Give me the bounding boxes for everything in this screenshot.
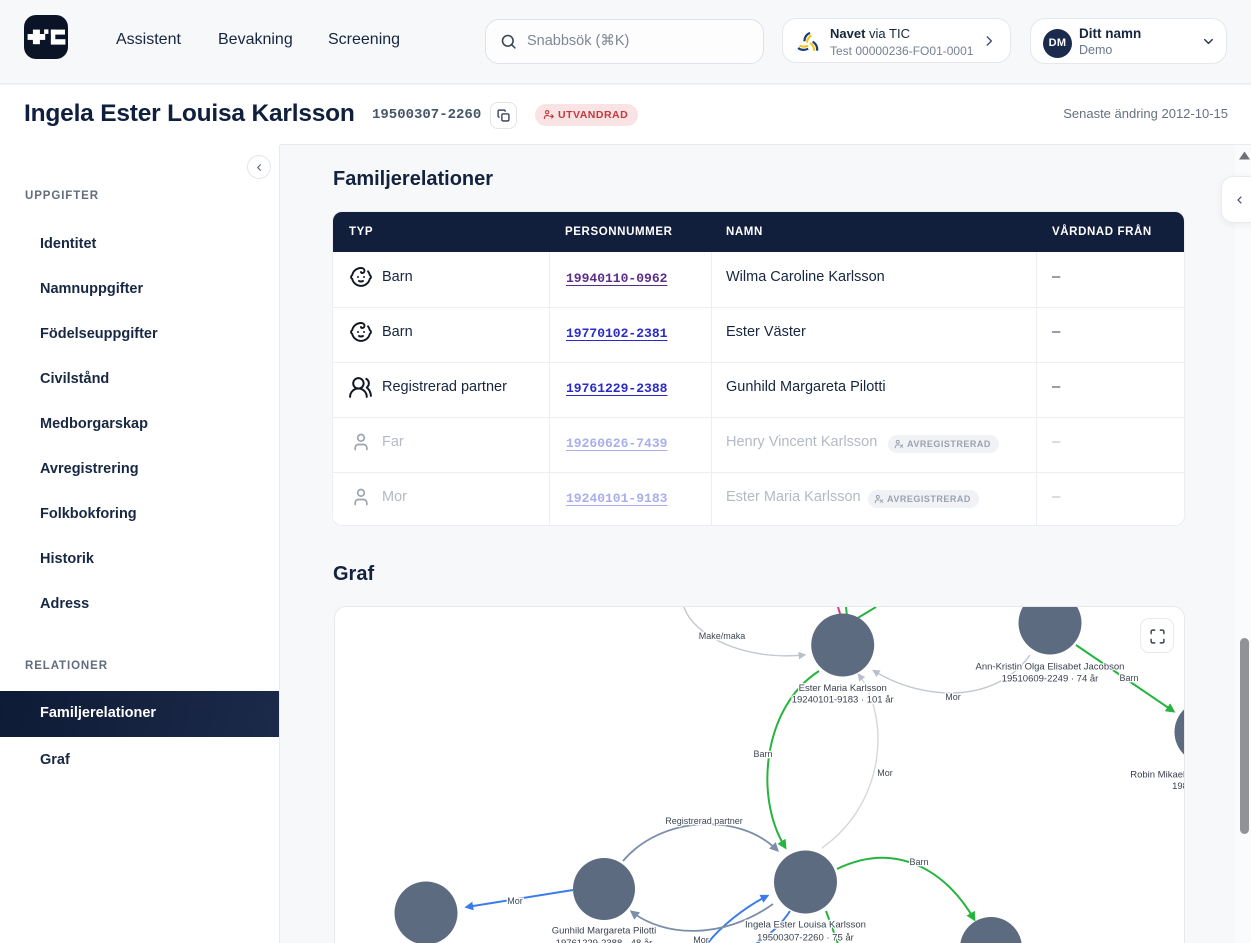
svg-text:Barn: Barn bbox=[753, 749, 772, 759]
svg-text:Gunhild Margareta Pilotti: Gunhild Margareta Pilotti bbox=[552, 926, 657, 937]
svg-text:19500307-2260 · 75 år: 19500307-2260 · 75 år bbox=[757, 933, 854, 943]
svg-text:Mor: Mor bbox=[945, 692, 961, 702]
svg-text:Mor: Mor bbox=[877, 768, 893, 778]
svg-text:19761229-2388 · 48 år: 19761229-2388 · 48 år bbox=[556, 938, 653, 943]
svg-text:Mor: Mor bbox=[507, 896, 523, 906]
svg-text:Ester Maria Karlsson: Ester Maria Karlsson bbox=[799, 683, 887, 694]
svg-text:Ann-Kristin Olga Elisabet Jaco: Ann-Kristin Olga Elisabet Jacobson bbox=[976, 662, 1125, 673]
svg-text:Ingela Ester Louisa Karlsson: Ingela Ester Louisa Karlsson bbox=[745, 920, 866, 931]
svg-text:Barn: Barn bbox=[909, 857, 928, 867]
svg-text:Barn: Barn bbox=[1119, 673, 1138, 683]
svg-text:Make/maka: Make/maka bbox=[699, 631, 746, 641]
svg-text:Robin Mikael,: Robin Mikael, bbox=[1130, 770, 1185, 781]
svg-text:Registrerad partner: Registrerad partner bbox=[665, 816, 743, 826]
svg-text:19510609-2249 · 74 år: 19510609-2249 · 74 år bbox=[1002, 674, 1099, 685]
svg-text:Mor: Mor bbox=[693, 935, 709, 943]
svg-text:19240101-9183 · 101 år: 19240101-9183 · 101 år bbox=[792, 695, 894, 706]
svg-text:198: 198 bbox=[1172, 781, 1185, 792]
